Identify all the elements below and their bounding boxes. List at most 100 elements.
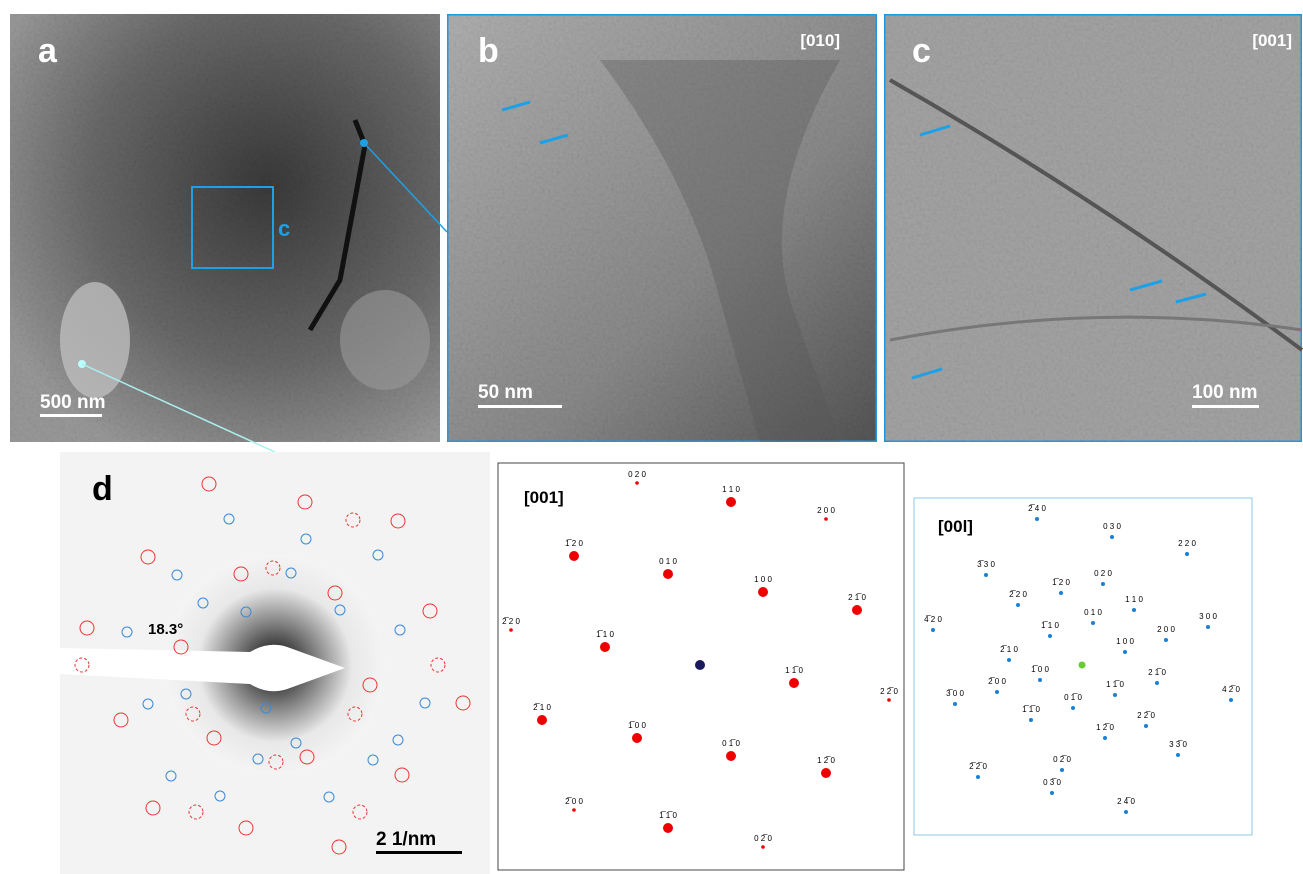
scale-label: 100 nm	[1192, 382, 1257, 403]
panel-label: a	[38, 32, 58, 70]
spot	[887, 698, 891, 702]
spot-index: 2 1̅ 0	[848, 593, 866, 602]
spot	[1113, 693, 1117, 697]
spot-index: 1 1̅ 0	[785, 666, 803, 675]
spot	[984, 573, 988, 577]
spot-index: 2̅ 2̅ 0	[969, 762, 987, 771]
spot-index: 0 2 0	[628, 470, 646, 479]
spot	[1164, 638, 1168, 642]
panel-d: d 18.3° 2 1/nm	[60, 452, 490, 874]
spot	[1155, 681, 1159, 685]
scale-bar	[1192, 405, 1259, 408]
spot	[1016, 603, 1020, 607]
spot	[1071, 706, 1075, 710]
spot-index: 1̅ 2 0	[565, 539, 583, 548]
spot-index: 1 2̅ 0	[1096, 723, 1114, 732]
spot	[663, 569, 673, 579]
spot	[572, 808, 576, 812]
spot-index: 2̅ 0 0	[988, 677, 1006, 686]
spot	[931, 628, 935, 632]
spot	[1007, 658, 1011, 662]
spot-index: 2 2̅ 0	[880, 687, 898, 696]
panel-label: d	[92, 470, 113, 508]
spot-index: 4 2̅ 0	[1222, 685, 1240, 694]
spot-index: 2 0 0	[817, 506, 835, 515]
spot	[995, 690, 999, 694]
spot	[1176, 753, 1180, 757]
spot	[1123, 650, 1127, 654]
spot	[1103, 736, 1107, 740]
spot-index: 2 2 0	[1178, 539, 1196, 548]
spot	[1038, 678, 1042, 682]
zone-axis: [010]	[800, 31, 840, 50]
scale-label: 2 1/nm	[376, 829, 436, 850]
scale-bar	[376, 851, 462, 854]
figure: c a 500 nm b [010] 50 nm c [001] 100 nm	[0, 0, 1303, 874]
spot-index: 0 1̅ 0	[1064, 693, 1082, 702]
spot	[852, 605, 862, 615]
spot-index: 2̅ 2 0	[502, 617, 520, 626]
spot-index: 2 4̅ 0	[1117, 797, 1135, 806]
spot-index: 0 1 0	[1084, 608, 1102, 617]
box-label: c	[278, 216, 290, 241]
scale-bar	[40, 414, 102, 417]
pattern-00l: [00l] 2̅ 4 00 3 02 2 03̅ 3 02̅ 2 01̅ 2 0…	[914, 498, 1252, 835]
spot	[1060, 768, 1064, 772]
spot	[758, 587, 768, 597]
spot-index: 0 3 0	[1103, 522, 1121, 531]
spot	[953, 702, 957, 706]
spot-index: 0 2̅ 0	[754, 834, 772, 843]
tem-image	[884, 14, 1302, 442]
zone-axis: [00l]	[938, 517, 973, 536]
spot-index: 1̅ 0 0	[628, 721, 646, 730]
spot-index: 1 1 0	[1125, 595, 1143, 604]
spot-index: 3 0 0	[1199, 612, 1217, 621]
spot-index: 2 0 0	[1157, 625, 1175, 634]
spot	[824, 517, 828, 521]
spot-index: 1 0 0	[754, 575, 772, 584]
spot-index: 2 1̅ 0	[1148, 668, 1166, 677]
spot-index: 1 0 0	[1116, 637, 1134, 646]
spot-index: 0 2 0	[1094, 569, 1112, 578]
panel-label: c	[912, 32, 931, 70]
hole	[340, 290, 430, 390]
spot-index: 4̅ 2 0	[924, 615, 942, 624]
spot-index: 1 1 0	[722, 485, 740, 494]
spot-index: 1̅ 1 0	[596, 630, 614, 639]
spot-index: 1̅ 0 0	[1031, 665, 1049, 674]
center-spot	[1079, 662, 1086, 669]
spot	[726, 751, 736, 761]
scale-bar	[478, 405, 562, 408]
spot	[569, 551, 579, 561]
spot-index: 2̅ 4 0	[1028, 504, 1046, 513]
spot	[976, 775, 980, 779]
spot	[1144, 724, 1148, 728]
spot-index: 1̅ 1̅ 0	[1022, 705, 1040, 714]
spot-index: 3̅ 0 0	[946, 689, 964, 698]
panel-label: b	[478, 32, 499, 70]
spot	[1050, 791, 1054, 795]
spot	[635, 481, 639, 485]
spot	[1206, 625, 1210, 629]
spot	[1048, 634, 1052, 638]
spot	[600, 642, 610, 652]
spot	[761, 845, 765, 849]
spot	[537, 715, 547, 725]
spot	[1124, 810, 1128, 814]
panel-c: c [001] 100 nm	[884, 14, 1302, 442]
spot-index: 1̅ 1 0	[1041, 621, 1059, 630]
spot	[663, 823, 673, 833]
pattern-001: [001] 0 2 01 1 02 0 01̅ 2 00 1 01 0 02 1…	[498, 463, 904, 870]
zone-axis: [001]	[524, 488, 564, 507]
spot-index: 2̅ 2 0	[1009, 590, 1027, 599]
panel-a: c a 500 nm	[10, 14, 447, 452]
spot	[1059, 591, 1063, 595]
spot-index: 2̅ 1 0	[533, 703, 551, 712]
spot	[1229, 698, 1233, 702]
angle-label: 18.3°	[148, 621, 183, 638]
spot	[1029, 718, 1033, 722]
panel-b: b [010] 50 nm	[447, 14, 877, 442]
spot-index: 1̅ 1̅ 0	[659, 811, 677, 820]
spot-index: 2 2̅ 0	[1137, 711, 1155, 720]
spot	[1035, 517, 1039, 521]
